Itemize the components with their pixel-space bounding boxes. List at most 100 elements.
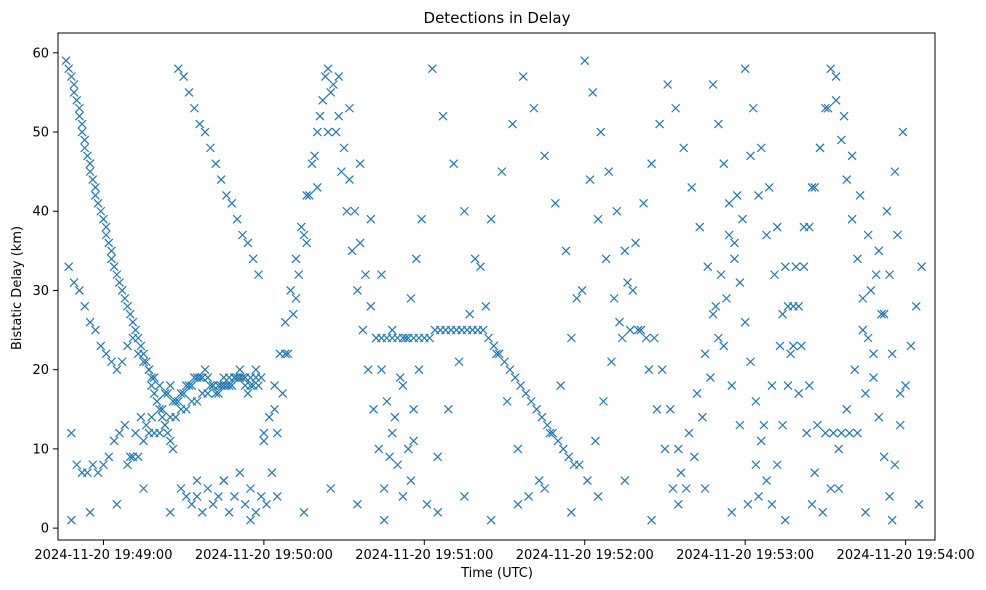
detection-point (513, 444, 523, 454)
detection-point (224, 381, 234, 390)
detection-point (149, 373, 159, 383)
detection-point (195, 373, 205, 383)
detection-point (713, 119, 723, 129)
detection-point (914, 499, 924, 509)
detection-point (780, 262, 790, 272)
detection-point (697, 412, 707, 422)
detection-point (369, 404, 378, 414)
detection-point (133, 349, 143, 359)
detection-point (828, 428, 838, 438)
detection-point (719, 341, 729, 351)
detection-point (617, 333, 627, 343)
detection-point (222, 190, 231, 200)
detection-point (818, 507, 828, 517)
detection-point (425, 333, 435, 343)
detection-point (887, 515, 897, 525)
detection-point (91, 190, 100, 200)
detection-point (144, 365, 154, 375)
detection-point (251, 365, 261, 375)
detection-point (708, 80, 718, 89)
detection-point (486, 214, 496, 224)
detection-point (211, 159, 221, 169)
detection-point (72, 95, 82, 105)
detection-point (125, 452, 135, 462)
detection-point (115, 278, 124, 287)
detection-point (227, 198, 237, 208)
detection-point (107, 357, 116, 367)
detection-point (526, 396, 536, 406)
detection-point (181, 492, 191, 501)
detection-point (157, 404, 167, 414)
detection-point (443, 404, 453, 414)
detection-point (107, 246, 116, 256)
detection-point (299, 507, 309, 517)
detection-point (200, 127, 210, 137)
detection-point (328, 80, 338, 89)
detection-point (120, 293, 130, 303)
detection-point (248, 254, 258, 264)
detection-point (465, 309, 475, 319)
detection-point (820, 428, 830, 438)
detection-point (663, 80, 673, 89)
detection-point (711, 301, 721, 311)
detection-point (168, 444, 178, 454)
detection-point (176, 484, 186, 493)
x-axis: 2024-11-20 19:49:00 2024-11-20 19:50:00 20… (34, 540, 975, 563)
detection-point (577, 286, 587, 295)
detection-point (147, 373, 157, 383)
detection-point (136, 412, 146, 422)
detection-point (288, 309, 298, 319)
detection-point (139, 436, 148, 446)
detection-point (561, 246, 571, 256)
y-axis-label: Bistatic Delay (km) (10, 226, 25, 350)
detection-point (147, 412, 157, 422)
detection-point (379, 484, 389, 493)
detection-point (762, 230, 771, 240)
detection-point (254, 270, 263, 280)
detection-point (713, 333, 723, 343)
detection-point (746, 357, 755, 367)
detection-point (756, 143, 766, 153)
detection-point (836, 428, 846, 438)
detection-point (764, 183, 774, 192)
detection-point (687, 183, 697, 192)
x-tick-label: 2024-11-20 19:50:00 (195, 548, 333, 563)
detection-point (163, 428, 173, 438)
detection-point (639, 198, 648, 208)
detection-point (679, 143, 689, 153)
detection-point (85, 159, 95, 169)
detection-point (692, 389, 702, 398)
detection-point (826, 64, 836, 74)
detection-point (623, 278, 632, 287)
detection-point (230, 492, 239, 501)
detection-point (633, 325, 643, 335)
detection-point (264, 412, 274, 422)
detection-point (173, 64, 183, 74)
detection-point (772, 460, 782, 470)
detection-point (272, 428, 282, 438)
detection-point (494, 349, 504, 359)
detection-point (160, 389, 170, 398)
detection-point (738, 214, 747, 224)
detection-point (358, 325, 368, 335)
detection-point (197, 507, 207, 517)
detection-point (286, 286, 296, 295)
detection-point (620, 246, 630, 256)
detection-point (735, 420, 745, 430)
detection-point (112, 365, 122, 375)
detection-point (243, 389, 253, 398)
detection-point (655, 119, 665, 129)
detection-point (748, 103, 758, 113)
detection-point (529, 103, 539, 113)
detection-point (205, 143, 215, 153)
detection-point (553, 436, 563, 446)
detection-point (251, 507, 261, 517)
detection-point (778, 420, 788, 430)
detection-point (363, 365, 373, 375)
detection-point (99, 214, 108, 224)
detection-point (93, 198, 103, 208)
detection-point (454, 357, 464, 367)
detection-point (165, 507, 175, 517)
detection-point (232, 214, 242, 224)
